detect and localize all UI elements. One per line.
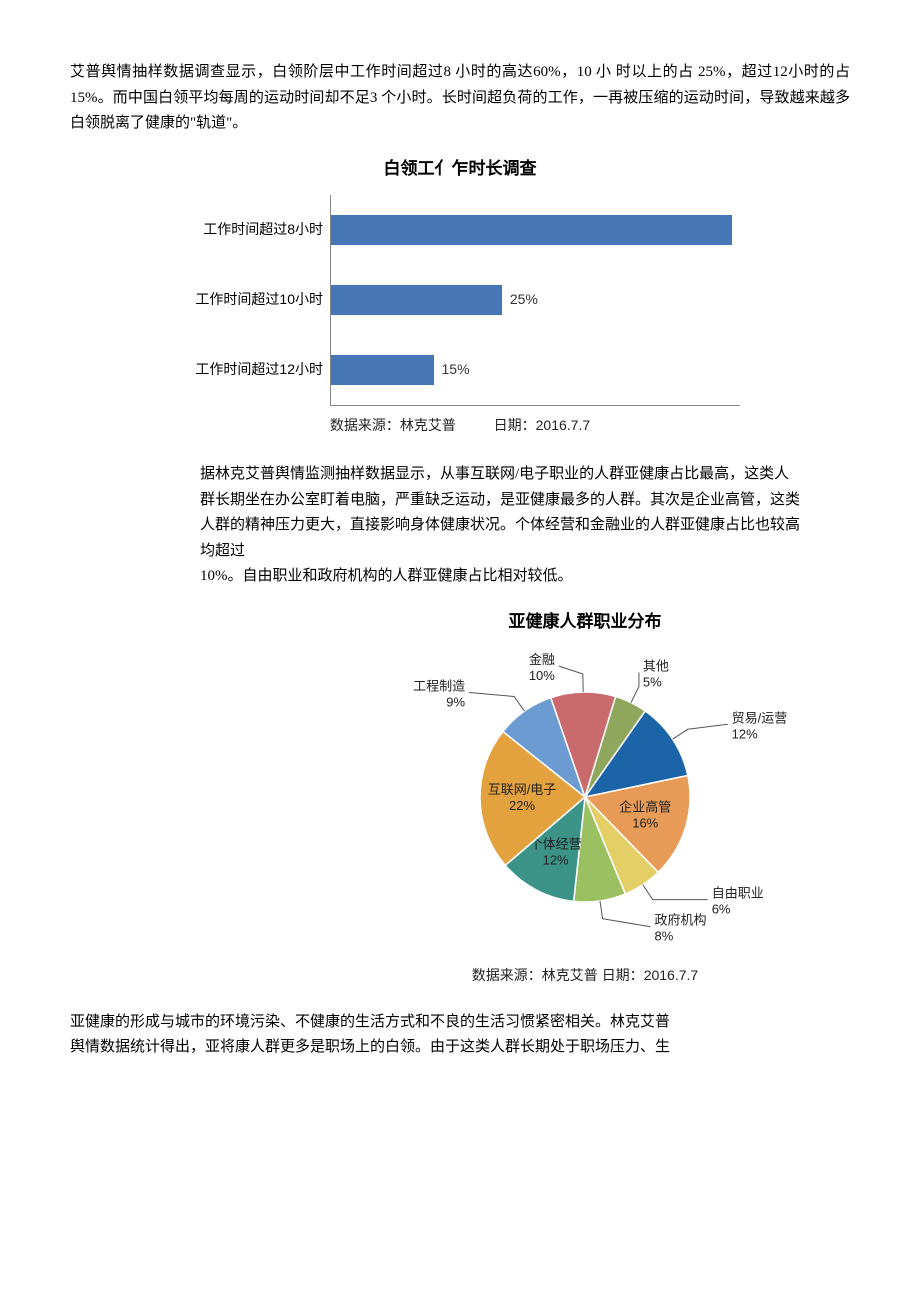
slice-label: 企业高管 [619,799,671,814]
bar-chart: 工作时间超过8小时工作时间超过10小时25%工作时间超过12小时15% [180,195,740,406]
slice-label: 工程制造 [413,678,465,693]
slice-percent: 5% [643,674,662,689]
text-line: 10%。自由职业和政府机构的人群亚健康占比相对较低。 [200,564,810,590]
text-line: 亚健康的形成与城市的环境污染、不健康的生活方式和不良的生活习惯紧密相关。林克艾普 [70,1010,850,1036]
leader-line [673,724,728,739]
date-label: 日期： [494,417,536,433]
pie-chart-title: 亚健康人群职业分布 [370,608,800,637]
text-line: 人群的精神压力更大，直接影响身体健康状况。个体经营和金融业的人群亚健康占比也较高… [200,513,810,564]
bar-label: 工作时间超过12小时 [181,358,331,382]
leader-line [559,666,583,692]
slice-percent: 12% [732,726,758,741]
slice-percent: 10% [529,668,555,683]
bar [331,355,434,385]
bar-value: 15% [434,358,470,382]
slice-label: 其他 [643,658,669,673]
bar-row: 工作时间超过12小时15% [331,335,740,405]
leader-line [469,692,524,711]
leader-line [600,901,651,927]
pie-source-value: 林克艾普 [542,967,598,983]
source-value: 林克艾普 [400,417,456,433]
pie-chart: 亚健康人群职业分布 贸易/运营12%企业高管16%自由职业6%政府机构8%个体经… [370,608,800,988]
bar-chart-title: 白领工亻乍时长调查 [70,155,850,184]
bar-chart-footer: 数据来源：林克艾普 日期：2016.7.7 [70,414,850,438]
bar-label: 工作时间超过10小时 [181,288,331,312]
slice-percent: 6% [712,901,731,916]
slice-percent: 9% [446,694,465,709]
bar-label: 工作时间超过8小时 [181,218,331,242]
slice-label: 贸易/运营 [732,710,788,725]
slice-percent: 8% [655,928,674,943]
pie-chart-footer: 数据来源：林克艾普 日期：2016.7.7 [370,964,800,988]
bar-row: 工作时间超过8小时 [331,195,740,265]
leader-line [643,884,708,899]
slice-label: 金融 [529,652,555,667]
bar [331,285,502,315]
text-line: 群长期坐在办公室盯着电脑，严重缺乏运动，是亚健康最多的人群。其次是企业高管，这类 [200,488,810,514]
intro-paragraph: 艾普舆情抽样数据调查显示，白领阶层中工作时间超过8 小时的高达60%，10 小 … [70,60,850,137]
slice-percent: 22% [509,798,535,813]
slice-label: 互联网/电子 [488,782,557,797]
date-value: 2016.7.7 [536,417,591,433]
outro-paragraph: 亚健康的形成与城市的环境污染、不健康的生活方式和不良的生活习惯紧密相关。林克艾普… [70,1010,850,1061]
slice-percent: 16% [632,815,658,830]
slice-label: 个体经营 [530,836,582,851]
slice-label: 政府机构 [655,912,707,927]
text-line: 舆情数据统计得出，亚将康人群更多是职场上的白领。由于这类人群长期处于职场压力、生 [70,1035,850,1061]
slice-label: 自由职业 [712,885,764,900]
pie-source-label: 数据来源： [472,967,542,983]
pie-svg: 贸易/运营12%企业高管16%自由职业6%政府机构8%个体经营12%互联网/电子… [370,647,800,947]
text-line: 据林克艾普舆情监测抽样数据显示，从事互联网/电子职业的人群亚健康占比最高，这类人 [200,462,810,488]
slice-percent: 12% [543,852,569,867]
middle-paragraph: 据林克艾普舆情监测抽样数据显示，从事互联网/电子职业的人群亚健康占比最高，这类人… [200,462,810,590]
source-label: 数据来源： [330,417,400,433]
bar-value: 25% [502,288,538,312]
pie-date-value: 2016.7.7 [644,967,699,983]
bar [331,215,732,245]
pie-date-label: 日期： [602,967,644,983]
leader-line [631,672,639,702]
bar-row: 工作时间超过10小时25% [331,265,740,335]
